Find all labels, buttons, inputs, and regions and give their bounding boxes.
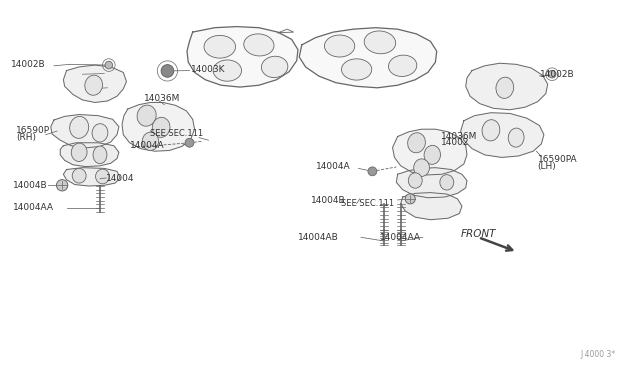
Circle shape <box>105 61 113 69</box>
Polygon shape <box>63 168 120 186</box>
Circle shape <box>56 180 68 191</box>
Text: 16590P: 16590P <box>16 126 50 135</box>
Ellipse shape <box>388 55 417 77</box>
Ellipse shape <box>92 124 108 142</box>
Polygon shape <box>278 29 294 33</box>
Ellipse shape <box>95 169 109 184</box>
Ellipse shape <box>496 77 514 98</box>
Text: 14002B: 14002B <box>540 70 574 79</box>
Text: 14002B: 14002B <box>11 60 45 69</box>
Ellipse shape <box>142 132 159 150</box>
Text: 14036M: 14036M <box>144 94 180 103</box>
Ellipse shape <box>408 133 426 153</box>
Text: 14004: 14004 <box>106 174 134 183</box>
Text: FRONT: FRONT <box>461 230 496 239</box>
Ellipse shape <box>324 35 355 57</box>
Ellipse shape <box>424 145 440 164</box>
Ellipse shape <box>72 169 86 183</box>
Text: 14004AA: 14004AA <box>380 233 421 242</box>
Text: SEE SEC.111: SEE SEC.111 <box>341 199 394 208</box>
Polygon shape <box>300 28 436 88</box>
Circle shape <box>548 70 556 78</box>
Text: 14004A: 14004A <box>130 141 164 150</box>
Text: (RH): (RH) <box>16 133 36 142</box>
Ellipse shape <box>342 59 372 80</box>
Polygon shape <box>461 113 544 157</box>
Ellipse shape <box>70 116 89 138</box>
Ellipse shape <box>482 120 500 141</box>
Polygon shape <box>187 26 298 87</box>
Text: 14003K: 14003K <box>191 65 225 74</box>
Ellipse shape <box>408 173 422 188</box>
Ellipse shape <box>137 105 156 126</box>
Text: 14004AB: 14004AB <box>298 233 339 242</box>
Text: J 4000 3*: J 4000 3* <box>580 350 615 359</box>
Ellipse shape <box>71 143 87 161</box>
Text: (LH): (LH) <box>538 163 556 171</box>
Text: 14004B: 14004B <box>310 196 345 205</box>
Polygon shape <box>60 143 119 167</box>
Ellipse shape <box>440 174 454 190</box>
Polygon shape <box>51 115 119 148</box>
Ellipse shape <box>244 34 274 56</box>
Text: 16590PA: 16590PA <box>538 155 577 164</box>
Circle shape <box>368 167 377 176</box>
Text: 14036M: 14036M <box>440 132 477 141</box>
Ellipse shape <box>204 35 236 58</box>
Ellipse shape <box>213 60 241 81</box>
Text: 14004AA: 14004AA <box>13 203 54 212</box>
Polygon shape <box>122 102 195 151</box>
Ellipse shape <box>85 75 102 95</box>
Polygon shape <box>396 168 467 198</box>
Circle shape <box>405 194 415 204</box>
Text: 14004B: 14004B <box>13 181 47 190</box>
Ellipse shape <box>413 159 429 176</box>
Polygon shape <box>401 193 462 220</box>
Ellipse shape <box>93 146 107 164</box>
Text: 14002: 14002 <box>440 138 469 147</box>
Ellipse shape <box>152 117 170 137</box>
Circle shape <box>185 138 194 147</box>
Ellipse shape <box>261 56 288 77</box>
Ellipse shape <box>508 128 524 147</box>
Text: 14004A: 14004A <box>316 163 350 171</box>
Ellipse shape <box>364 31 396 54</box>
Text: SEE SEC.111: SEE SEC.111 <box>150 129 204 138</box>
Polygon shape <box>392 129 467 175</box>
Polygon shape <box>466 63 548 110</box>
Polygon shape <box>63 65 127 102</box>
Circle shape <box>161 65 173 77</box>
